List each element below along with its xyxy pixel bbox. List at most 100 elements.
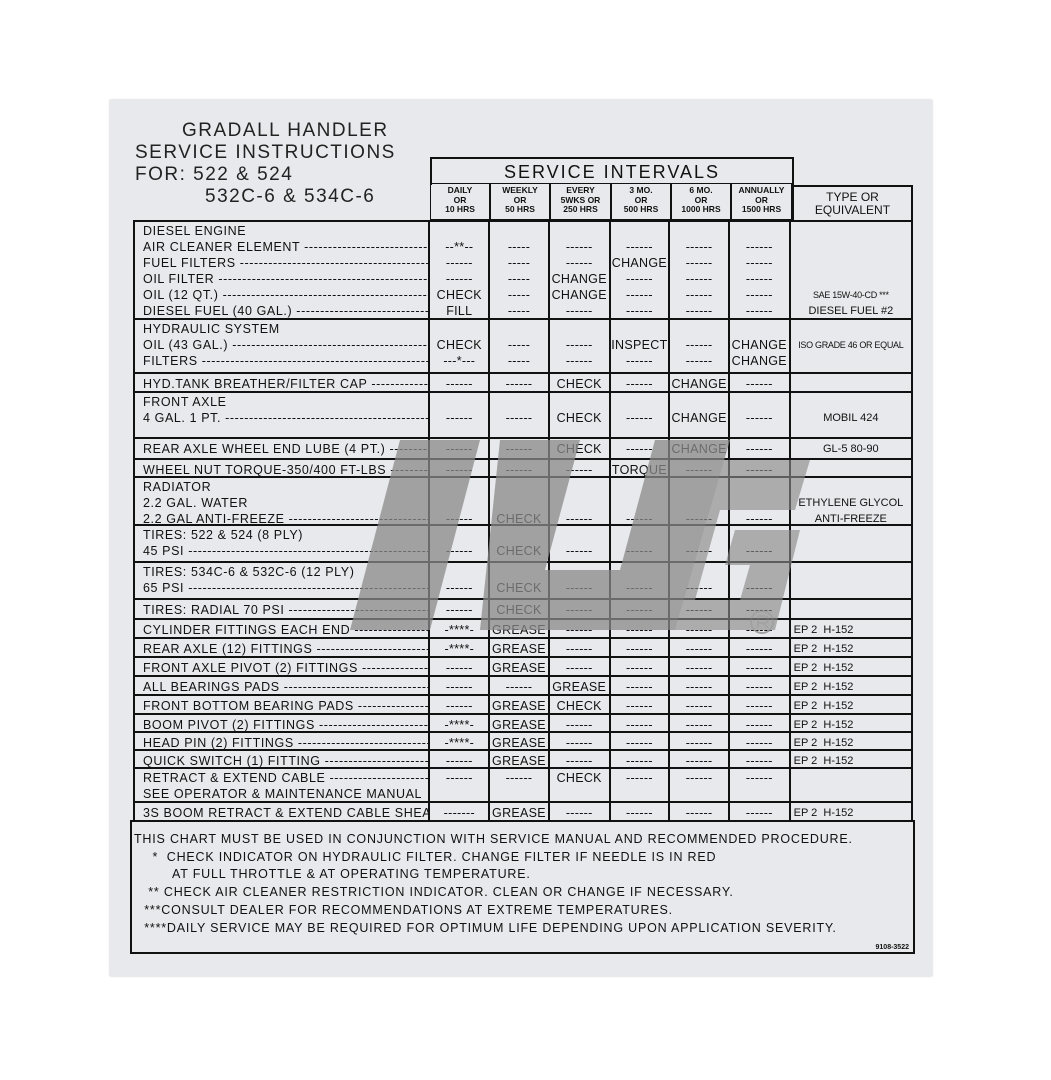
item-label: CYLINDER FITTINGS EACH END [135, 621, 428, 637]
service-intervals-header: SERVICE INTERVALS [430, 157, 794, 185]
interval-value [730, 564, 789, 580]
interval-cell: ------ [670, 677, 730, 694]
table-row: HYD.TANK BREATHER/FILTER CAP ----- - ----- -… [135, 374, 911, 393]
item-label: FRONT BOTTOM BEARING PADS [135, 697, 428, 713]
item-label: DIESEL FUEL (40 GAL.) [135, 303, 428, 318]
item-label-cell: HYD.TANK BREATHER/FILTER CAP [135, 374, 431, 391]
type-cell: EP 2 H-152 [791, 677, 911, 694]
interval-value [430, 321, 488, 337]
interval-value: ------ [626, 603, 653, 617]
interval-cell: ------ [730, 563, 791, 598]
interval-cell: ------ [490, 393, 550, 437]
note-line: ***CONSULT DEALER FOR RECOMMENDATIONS AT… [140, 903, 673, 917]
interval-cell: CHECK [550, 696, 611, 713]
interval-cell: ------ ------ ------ ------ ------ [670, 222, 730, 318]
interval-cell: -****- [430, 620, 491, 637]
item-label: 2.2 GAL. WATER [143, 496, 248, 510]
type-cell: EP 2 H-152 [791, 803, 911, 820]
interval-value: ----- [507, 304, 531, 318]
type-header-line: EQUIVALENT [814, 203, 891, 217]
interval-cell: ------ [670, 639, 730, 656]
lubricant-type [791, 321, 911, 337]
interval-value: ------ [565, 581, 593, 595]
interval-value: ------ [745, 288, 773, 302]
lubricant-type: EP 2 H-152 [793, 662, 854, 674]
item-label: WHEEL NUT TORQUE-350/400 FT-LBS [135, 461, 428, 476]
interval-value: ------ [626, 680, 653, 694]
column-header-line: OR [694, 194, 708, 205]
interval-value: ------ [565, 512, 593, 524]
interval-value: ------ [565, 354, 593, 368]
column-header-line: 1500 HRS [741, 204, 782, 214]
interval-value: ------ [445, 581, 473, 595]
interval-value [670, 527, 728, 543]
item-label: RADIATOR [143, 480, 212, 494]
interval-cell: TORQUE [611, 460, 671, 476]
table-row: CYLINDER FITTINGS EACH END -****- GREASE --… [135, 620, 911, 639]
interval-value [670, 479, 728, 495]
lubricant-type [791, 353, 911, 369]
interval-cell: ------ [611, 677, 671, 694]
interval-cell: ------ [670, 526, 730, 561]
interval-value: GREASE [492, 623, 546, 637]
interval-value: ------ [745, 544, 773, 558]
lubricant-type [791, 580, 911, 596]
lubricant-type: GL-5 80-90 [823, 443, 879, 455]
interval-value [490, 394, 548, 410]
interval-value: ------ [445, 272, 473, 286]
column-header-line: 5WKS OR [560, 194, 601, 205]
table-row: WHEEL NUT TORQUE-350/400 FT-LBS ----- - ---… [135, 460, 911, 478]
table-row: REAR AXLE WHEEL END LUBE (4 PT.) ----- - --… [135, 439, 911, 460]
interval-value: CHANGE [671, 442, 727, 456]
interval-cell: ------ [550, 600, 611, 618]
item-label: TIRES: RADIAL 70 PSI [135, 601, 428, 617]
interval-value: ------ [685, 272, 713, 286]
interval-value [730, 223, 789, 239]
interval-cell: ------ [670, 733, 730, 749]
interval-cell: GREASE [490, 715, 550, 731]
item-label: RETRACT & EXTEND CABLE [135, 770, 428, 786]
interval-value: ------ [626, 512, 653, 524]
lubricant-type [791, 770, 911, 786]
interval-cell: ------ [611, 639, 671, 656]
interval-cell: ------ [730, 639, 791, 656]
interval-value: CHECK [556, 411, 602, 425]
item-label: REAR AXLE (12) FITTINGS [135, 640, 428, 656]
type-header-line: TYPE OR [826, 190, 879, 204]
interval-value: ------ [505, 463, 533, 476]
item-label: 45 PSI [135, 543, 428, 559]
interval-cell: CHECK [490, 600, 550, 618]
interval-cell: ------ [611, 563, 671, 598]
note-line: THIS CHART MUST BE USED IN CONJUNCTION W… [134, 832, 853, 846]
interval-cell: GREASE [490, 639, 550, 656]
interval-value [430, 223, 488, 239]
interval-value: ------ [445, 411, 473, 425]
interval-cell: ------ [611, 439, 671, 458]
interval-cell: ------ [490, 769, 550, 801]
interval-value: -****- [444, 642, 475, 656]
interval-value [430, 564, 488, 580]
interval-value [430, 394, 488, 410]
interval-value: ------ [565, 718, 593, 731]
interval-value: ------ [745, 623, 773, 637]
interval-value: ------ [445, 680, 473, 694]
interval-value: ------ [745, 736, 773, 749]
interval-value [611, 479, 669, 495]
interval-value: ------ [505, 771, 533, 785]
interval-cell: ------ [730, 696, 791, 713]
column-header-line: 250 HRS [563, 204, 598, 214]
interval-cell: ----- ----- [490, 320, 550, 372]
interval-value: ---*--- [443, 354, 476, 368]
interval-cell: ------ [550, 715, 611, 731]
interval-value: GREASE [552, 680, 607, 694]
lubricant-type [791, 223, 911, 239]
interval-value: CHECK [556, 699, 602, 713]
table-row: TIRES: 522 & 524 (8 PLY)45 PSI ------ CHEC… [135, 526, 911, 563]
type-cell: EP 2 H-152 [791, 658, 911, 675]
lubricant-type [791, 255, 911, 271]
interval-value: ------ [565, 544, 593, 558]
interval-value [670, 394, 728, 410]
table-row: RETRACT & EXTEND CABLESEE OPERATOR & MAI… [135, 769, 911, 803]
